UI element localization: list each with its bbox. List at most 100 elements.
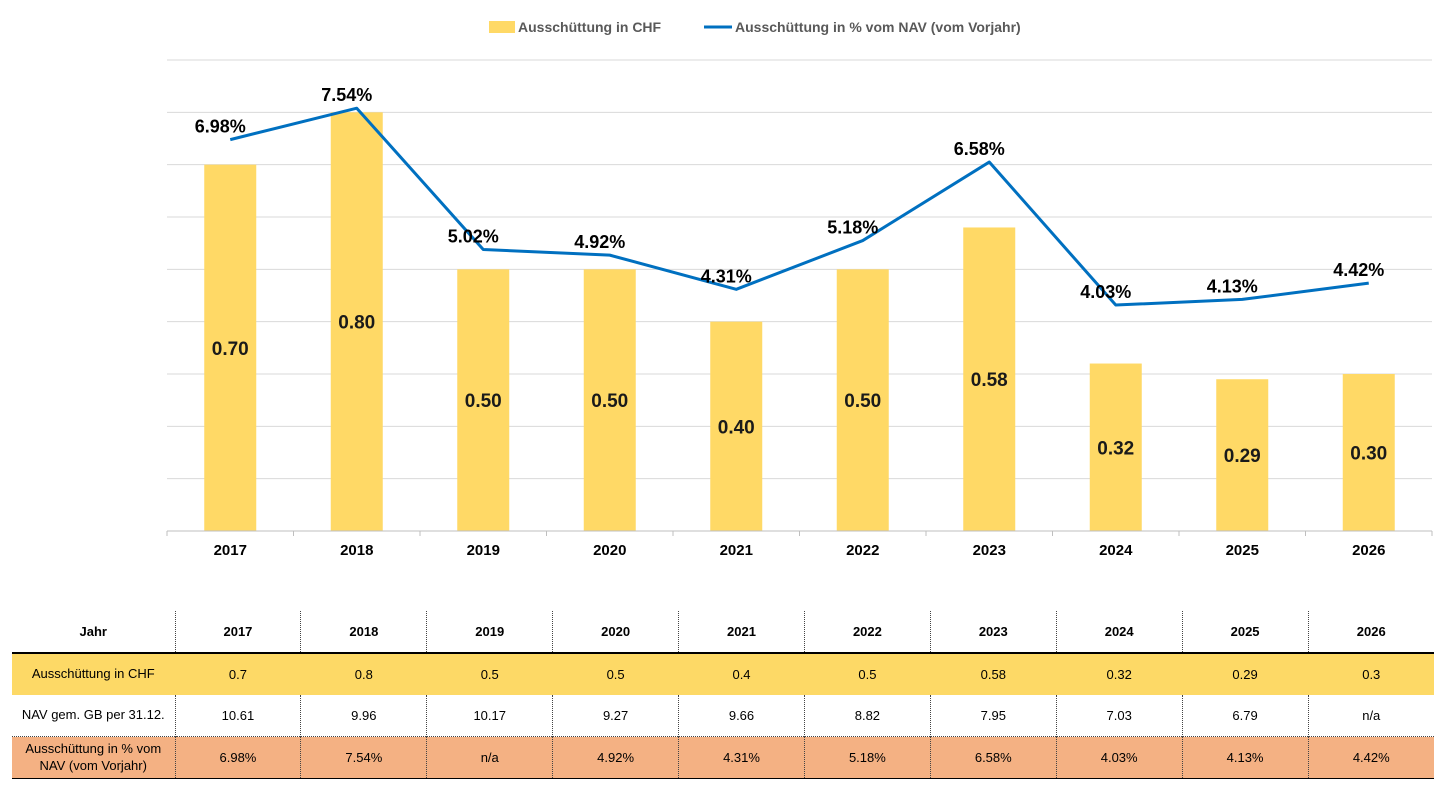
table-cell: 8.82 <box>803 695 931 737</box>
table-cell: 9.66 <box>678 695 805 737</box>
line-value-label: 6.98% <box>195 117 246 137</box>
bar-value-label: 0.29 <box>1224 446 1261 467</box>
line-value-label: 4.92% <box>574 232 625 252</box>
x-tick-label: 2024 <box>1099 542 1133 559</box>
table-cell: 10.61 <box>174 695 301 737</box>
combo-chart: Ausschüttung in CHF Ausschüttung in % vo… <box>166 19 1433 559</box>
table-cell: 0.3 <box>1308 653 1434 695</box>
table-row-pct: Ausschüttung in % vom NAV (vom Vorjahr) … <box>12 736 1434 779</box>
table-cell: 0.8 <box>300 653 427 695</box>
x-tick-label: 2020 <box>593 542 626 559</box>
line-value-label: 5.18% <box>827 218 878 238</box>
line-value-label: 4.13% <box>1207 276 1258 296</box>
table-cell: 0.4 <box>678 653 805 695</box>
table-cell: 7.54% <box>300 736 427 779</box>
bar-value-label: 0.70 <box>212 339 249 360</box>
table-cell: 0.7 <box>175 653 301 695</box>
legend-label-bar: Ausschüttung in CHF <box>518 19 662 35</box>
line-value-label: 4.31% <box>701 266 752 286</box>
x-tick-label: 2019 <box>467 542 500 559</box>
table-year: 2021 <box>678 611 805 654</box>
bar-value-label: 0.50 <box>591 391 628 412</box>
bar-value-label: 0.58 <box>971 370 1008 391</box>
table-cell: 7.03 <box>1055 695 1183 737</box>
table-cell: 5.18% <box>803 736 931 779</box>
bar-value-label: 0.32 <box>1097 438 1134 459</box>
bar <box>204 164 257 531</box>
line-series <box>229 106 1369 307</box>
table-year: 2024 <box>1055 611 1183 654</box>
table-header-row: Jahr 2017 2018 2019 2020 2021 2022 2023 … <box>12 611 1434 654</box>
bar <box>1216 379 1269 531</box>
table-cell: 4.42% <box>1307 736 1434 779</box>
line-value-label: 5.02% <box>448 227 499 247</box>
table-cell: 4.92% <box>552 736 679 779</box>
table-year: 2019 <box>426 611 553 654</box>
bar-series <box>204 112 1395 531</box>
line-value-label: 7.54% <box>321 85 372 105</box>
table-cell: 7.95 <box>929 695 1057 737</box>
x-tick-label: 2017 <box>214 542 247 559</box>
table-cell: 10.17 <box>426 695 553 737</box>
table-year: 2026 <box>1307 611 1434 654</box>
table-cell: 4.31% <box>678 736 805 779</box>
bar-value-label: 0.50 <box>465 391 502 412</box>
bar <box>330 112 383 531</box>
bar <box>710 321 763 531</box>
table-cell: 4.13% <box>1181 736 1309 779</box>
x-axis: 2017 2018 2019 2020 2021 2022 2023 2024 2025 2026 <box>166 530 1433 559</box>
line-value-label: 4.42% <box>1333 260 1384 280</box>
row-label-pct: Ausschüttung in % vom NAV (vom Vorjahr) <box>12 736 175 779</box>
line-labels: 6.98% 7.54% 5.02% 4.92% 4.31% 5.18% 6.58% 4.03%… <box>195 85 1385 302</box>
table-cell: 6.98% <box>174 736 301 779</box>
table-cell: 9.96 <box>300 695 427 737</box>
line-value-label: 4.03% <box>1080 282 1131 302</box>
bar <box>1342 374 1395 531</box>
table-year: 2023 <box>929 611 1057 654</box>
table-cell: 6.79 <box>1181 695 1309 737</box>
x-tick-label: 2021 <box>720 542 753 559</box>
legend-label-line: Ausschüttung in % vom NAV (vom Vorjahr) <box>735 19 1021 35</box>
x-tick-label: 2026 <box>1352 542 1385 559</box>
x-tick-label: 2025 <box>1226 542 1259 559</box>
table-year: 2025 <box>1181 611 1309 654</box>
bar-value-label: 0.30 <box>1350 444 1387 465</box>
line-path <box>229 106 1369 307</box>
table-cell: n/a <box>1307 695 1434 737</box>
bar-value-label: 0.80 <box>338 313 375 334</box>
table-year: 2022 <box>803 611 931 654</box>
table-cell: 0.5 <box>804 653 931 695</box>
table-cell: 6.58% <box>929 736 1057 779</box>
x-tick-label: 2022 <box>846 542 879 559</box>
table-cell: 0.5 <box>426 653 553 695</box>
table-row-nav: NAV gem. GB per 31.12. 10.61 9.96 10.17 … <box>12 695 1434 737</box>
bar <box>1089 363 1142 531</box>
table-cell: 0.5 <box>552 653 679 695</box>
table-cell: 0.32 <box>1056 653 1183 695</box>
table-cell: 9.27 <box>552 695 679 737</box>
table-row-chf: Ausschüttung in CHF 0.7 0.8 0.5 0.5 0.4 … <box>12 653 1434 695</box>
bar <box>836 269 889 531</box>
bar-value-label: 0.50 <box>844 391 881 412</box>
x-tick-label: 2018 <box>340 542 373 559</box>
bar-labels: 0.70 0.80 0.50 0.50 0.40 0.50 0.58 0.32 0.29 0.30 <box>212 313 1387 467</box>
data-table: Jahr 2017 2018 2019 2020 2021 2022 2023 … <box>12 611 1434 779</box>
row-label-chf: Ausschüttung in CHF <box>12 653 175 695</box>
table-cell: 0.29 <box>1182 653 1309 695</box>
table-year: 2018 <box>300 611 427 654</box>
table-year: 2020 <box>552 611 679 654</box>
table-cell: 0.58 <box>930 653 1057 695</box>
table-cell: 4.03% <box>1055 736 1183 779</box>
table-year: 2017 <box>174 611 301 654</box>
table-header-label: Jahr <box>12 611 175 654</box>
table-cell: n/a <box>426 736 553 779</box>
x-tick-label: 2023 <box>973 542 1006 559</box>
line-value-label: 6.58% <box>954 139 1005 159</box>
chart-legend: Ausschüttung in CHF Ausschüttung in % vo… <box>489 19 1021 35</box>
bar <box>583 269 636 531</box>
bar <box>963 227 1016 531</box>
row-label-nav: NAV gem. GB per 31.12. <box>21 707 165 723</box>
bar <box>457 269 510 531</box>
legend-swatch-bar <box>489 21 515 33</box>
bar-value-label: 0.40 <box>718 417 755 438</box>
